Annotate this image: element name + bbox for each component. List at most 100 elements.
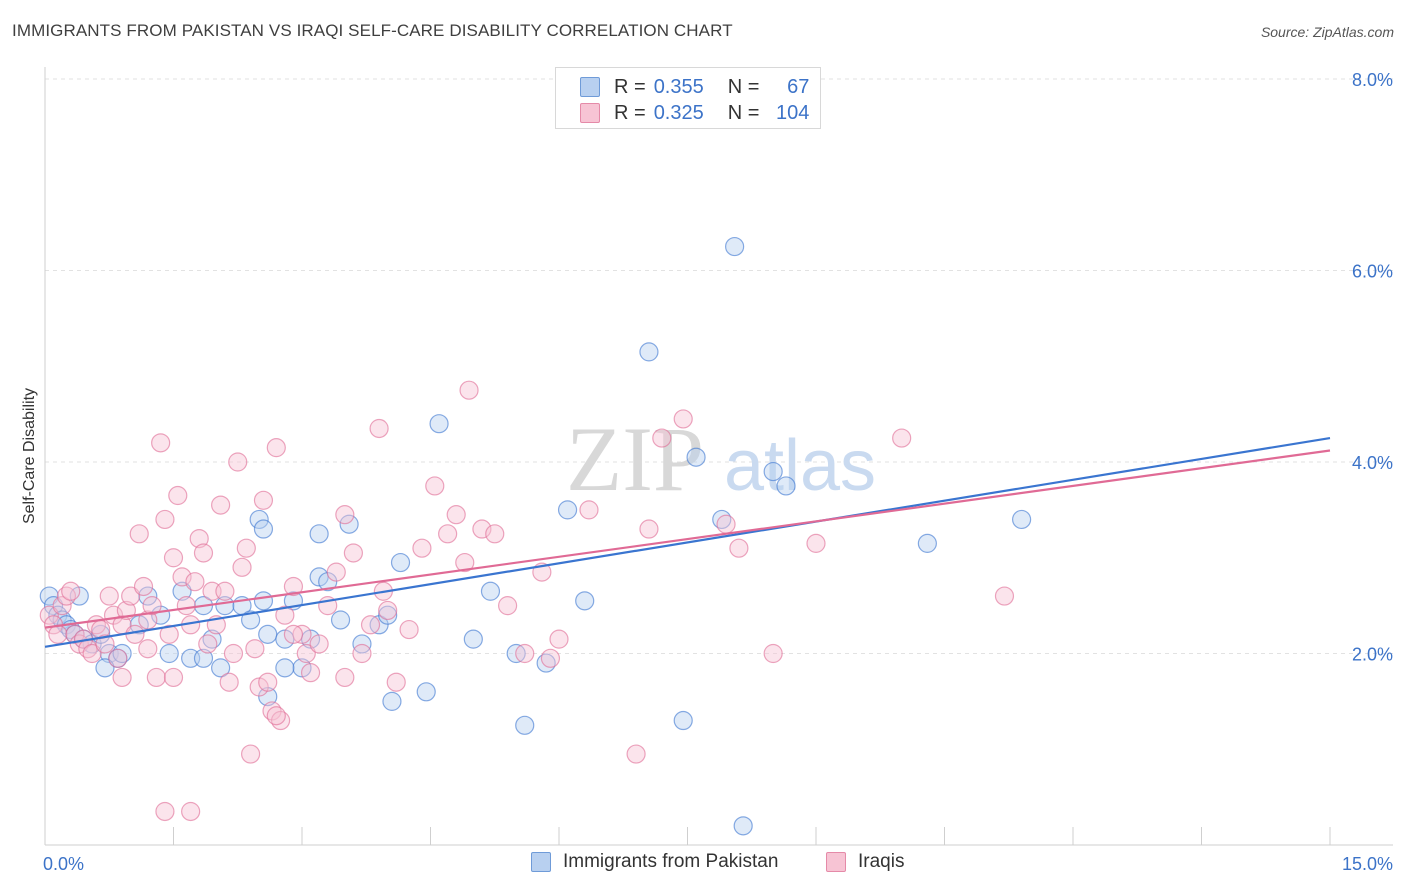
iraqis-point: [61, 581, 81, 601]
iraqis-point: [112, 667, 132, 688]
legend-row-pakistan: R = 0.355 N = 67: [580, 75, 809, 99]
iraqis-point: [309, 634, 329, 654]
iraqis-point: [146, 667, 166, 688]
iraqis-n-value: 104: [776, 101, 810, 124]
pakistan-point: [253, 591, 274, 611]
iraqis-point: [283, 624, 304, 644]
n-label: N =: [727, 101, 760, 124]
iraqis-point: [129, 524, 149, 544]
pakistan-point: [1011, 509, 1032, 530]
pakistan-n-value: 67: [787, 75, 810, 98]
iraqis-point: [352, 643, 372, 664]
iraqis-point: [82, 643, 102, 664]
iraqis-point: [296, 643, 316, 664]
iraqis-point: [155, 509, 175, 530]
iraqis-point: [125, 624, 145, 644]
iraqis-point: [236, 538, 256, 558]
iraqis-swatch: [580, 103, 600, 123]
y-tick-label: 2.0%: [1352, 645, 1393, 665]
pakistan-point: [211, 658, 231, 678]
r-label: R =: [614, 75, 646, 98]
iraqis-point: [399, 619, 419, 640]
pakistan-point: [241, 610, 261, 630]
pakistan-point: [339, 514, 359, 534]
y-tick-label: 4.0%: [1352, 453, 1393, 473]
iraqis-point: [806, 533, 826, 553]
pakistan-point: [95, 658, 115, 678]
legend-row-iraqis: R = 0.325 N = 104: [580, 101, 809, 125]
watermark: ZIP atlas: [566, 408, 876, 510]
iraqis-point: [425, 476, 445, 496]
iraqis-point: [763, 643, 783, 664]
iraqis-point: [176, 596, 196, 616]
iraqis-point: [716, 514, 736, 534]
x-tick-label-max: 15.0%: [1342, 854, 1393, 874]
iraqis-point: [241, 744, 261, 764]
pakistan-point: [378, 605, 398, 625]
pakistan-point: [725, 236, 745, 257]
pakistan-points: [39, 236, 1032, 836]
iraqis-point: [266, 438, 286, 458]
pakistan-point: [733, 816, 753, 836]
pakistan-r-value: 0.355: [653, 75, 704, 98]
iraqis-point: [438, 524, 458, 544]
iraqis-point: [652, 428, 672, 448]
trend-lines: [44, 436, 1331, 648]
iraqis-point: [266, 706, 286, 726]
pakistan-point: [172, 581, 192, 601]
iraqis-point: [138, 639, 158, 659]
r-label: R =: [614, 101, 646, 124]
iraqis-point: [455, 552, 475, 573]
chart-title: IMMIGRANTS FROM PAKISTAN VS IRAQI SELF-C…: [12, 21, 733, 40]
pakistan-point: [416, 682, 436, 702]
iraqis-point: [155, 801, 175, 822]
iraqis-point: [579, 500, 599, 520]
iraqis-point: [412, 538, 432, 558]
pakistan-swatch: [580, 77, 600, 97]
pakistan-point: [138, 586, 158, 606]
iraqis-point: [540, 648, 561, 668]
iraqis-point: [472, 519, 492, 539]
watermark-zip: ZIP: [566, 408, 704, 510]
iraqis-point: [108, 648, 128, 668]
series-legend-iraqis: Iraqis: [826, 851, 904, 873]
iraqis-point: [142, 596, 162, 616]
pakistan-point: [429, 414, 449, 434]
iraqis-trend-line: [44, 449, 1331, 629]
iraqis-point: [48, 624, 68, 644]
iraqis-point: [515, 643, 535, 664]
iraqis-point: [172, 567, 192, 587]
iraqis-point: [283, 576, 304, 597]
pakistan-point: [673, 710, 693, 731]
series-legend-pakistan: Immigrants from Pakistan: [531, 851, 778, 873]
pakistan-point: [390, 552, 411, 573]
iraqis-legend-label: Iraqis: [858, 851, 905, 872]
iraqis-point: [99, 586, 119, 606]
axes: [44, 67, 1393, 846]
pakistan-point: [480, 581, 501, 601]
iraqis-points: [39, 380, 1015, 822]
iraqis-point: [326, 562, 346, 582]
pakistan-point: [159, 643, 179, 664]
iraqis-point: [549, 629, 569, 649]
watermark-atlas: atlas: [724, 426, 876, 506]
iraqis-point: [258, 672, 278, 692]
axis-labels: Self-Care Disability 0.0% 15.0% 2.0% 4.0%…: [21, 70, 1393, 874]
iraqis-point: [52, 596, 72, 616]
iraqis-point: [275, 605, 295, 625]
iraqis-point: [253, 490, 274, 510]
iraqis-point: [215, 581, 235, 601]
iraqis-point: [189, 528, 209, 549]
pakistan-legend-swatch: [531, 852, 551, 872]
source-credit: Source: ZipAtlas.com: [1260, 24, 1394, 40]
pakistan-point: [575, 591, 595, 611]
iraqis-point: [673, 409, 693, 429]
pakistan-point: [463, 629, 483, 649]
pakistan-legend-label: Immigrants from Pakistan: [563, 851, 779, 872]
pakistan-point: [258, 624, 278, 644]
iraqis-point: [369, 418, 389, 439]
x-tick-label-min: 0.0%: [43, 854, 84, 874]
iraqis-point: [498, 596, 518, 616]
iraqis-point: [185, 572, 205, 592]
